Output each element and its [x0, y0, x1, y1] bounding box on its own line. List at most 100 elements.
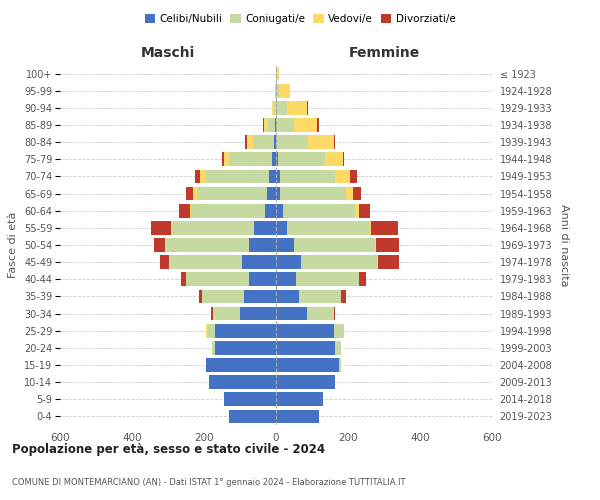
- Bar: [208, 324, 215, 338]
- Bar: [287, 221, 370, 234]
- Bar: [276, 306, 307, 320]
- Bar: [287, 101, 307, 114]
- Bar: [350, 170, 357, 183]
- Bar: [276, 152, 278, 166]
- Text: Maschi: Maschi: [141, 46, 195, 60]
- Bar: [276, 66, 277, 80]
- Bar: [206, 324, 208, 338]
- Bar: [209, 376, 276, 389]
- Bar: [197, 186, 267, 200]
- Bar: [213, 306, 240, 320]
- Bar: [254, 221, 276, 234]
- Bar: [245, 136, 247, 149]
- Bar: [267, 186, 276, 200]
- Bar: [317, 118, 319, 132]
- Bar: [249, 272, 276, 286]
- Bar: [276, 221, 287, 234]
- Bar: [170, 256, 242, 269]
- Bar: [335, 341, 341, 354]
- Bar: [339, 358, 341, 372]
- Bar: [276, 118, 294, 132]
- Bar: [375, 238, 376, 252]
- Bar: [276, 256, 301, 269]
- Bar: [206, 358, 276, 372]
- Text: Femmine: Femmine: [349, 46, 419, 60]
- Bar: [299, 290, 341, 304]
- Bar: [165, 238, 166, 252]
- Y-axis label: Fasce di età: Fasce di età: [8, 212, 19, 278]
- Bar: [308, 136, 334, 149]
- Bar: [377, 256, 399, 269]
- Bar: [191, 204, 265, 218]
- Bar: [294, 238, 375, 252]
- Bar: [224, 152, 229, 166]
- Legend: Celibi/Nubili, Coniugati/e, Vedovi/e, Divorziati/e: Celibi/Nubili, Coniugati/e, Vedovi/e, Di…: [140, 10, 460, 29]
- Bar: [151, 221, 170, 234]
- Bar: [240, 306, 276, 320]
- Bar: [283, 204, 355, 218]
- Bar: [376, 238, 400, 252]
- Bar: [247, 136, 253, 149]
- Bar: [334, 324, 344, 338]
- Bar: [276, 324, 334, 338]
- Bar: [265, 118, 268, 132]
- Y-axis label: Anni di nascita: Anni di nascita: [559, 204, 569, 286]
- Bar: [276, 392, 323, 406]
- Bar: [265, 204, 276, 218]
- Bar: [280, 170, 335, 183]
- Bar: [263, 118, 265, 132]
- Bar: [186, 186, 193, 200]
- Bar: [276, 170, 280, 183]
- Bar: [325, 152, 343, 166]
- Bar: [334, 136, 335, 149]
- Bar: [202, 290, 244, 304]
- Bar: [193, 186, 197, 200]
- Bar: [279, 84, 290, 98]
- Bar: [359, 204, 370, 218]
- Bar: [276, 136, 308, 149]
- Bar: [276, 376, 335, 389]
- Bar: [229, 410, 276, 424]
- Bar: [276, 410, 319, 424]
- Bar: [249, 238, 276, 252]
- Bar: [301, 256, 377, 269]
- Bar: [275, 84, 276, 98]
- Bar: [179, 204, 190, 218]
- Bar: [276, 341, 335, 354]
- Bar: [244, 290, 276, 304]
- Bar: [154, 238, 165, 252]
- Bar: [215, 341, 276, 354]
- Bar: [242, 256, 276, 269]
- Bar: [181, 272, 186, 286]
- Bar: [212, 341, 215, 354]
- Bar: [199, 290, 202, 304]
- Bar: [253, 136, 274, 149]
- Bar: [307, 101, 308, 114]
- Bar: [222, 152, 224, 166]
- Bar: [206, 170, 269, 183]
- Bar: [229, 152, 272, 166]
- Bar: [195, 170, 200, 183]
- Bar: [274, 101, 276, 114]
- Bar: [170, 221, 172, 234]
- Bar: [268, 118, 275, 132]
- Bar: [276, 290, 299, 304]
- Bar: [334, 306, 335, 320]
- Bar: [278, 152, 325, 166]
- Bar: [353, 186, 361, 200]
- Bar: [211, 306, 213, 320]
- Bar: [343, 152, 344, 166]
- Bar: [274, 136, 276, 149]
- Bar: [370, 221, 371, 234]
- Bar: [280, 186, 346, 200]
- Bar: [275, 118, 276, 132]
- Bar: [371, 221, 398, 234]
- Bar: [276, 84, 279, 98]
- Bar: [166, 238, 249, 252]
- Bar: [169, 256, 170, 269]
- Bar: [294, 118, 317, 132]
- Bar: [172, 221, 254, 234]
- Bar: [277, 66, 278, 80]
- Bar: [359, 272, 366, 286]
- Bar: [335, 170, 350, 183]
